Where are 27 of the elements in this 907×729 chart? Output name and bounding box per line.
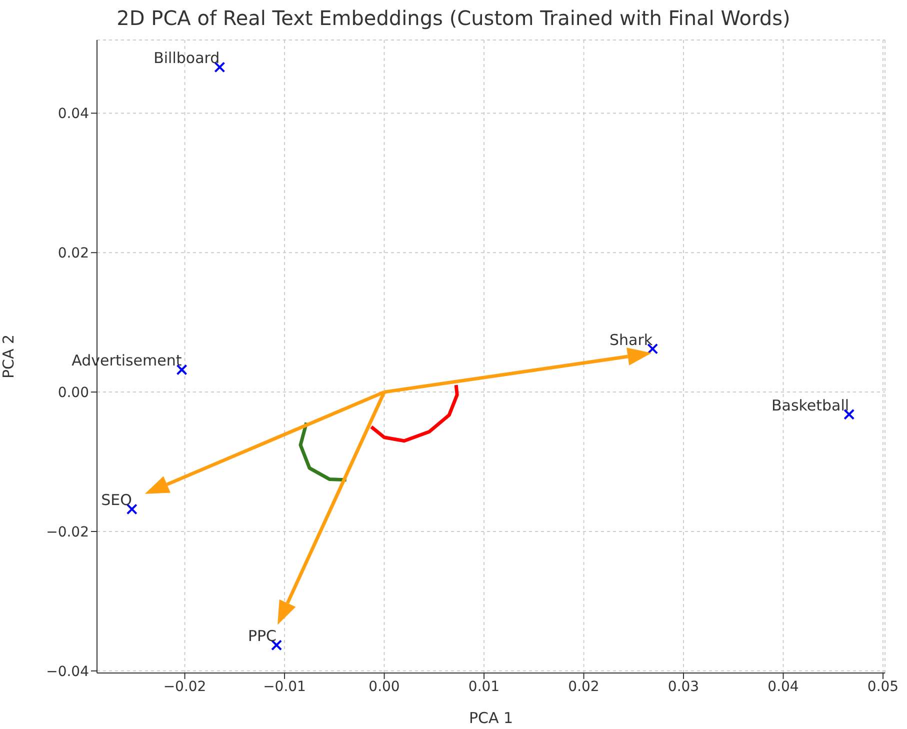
x-tick-label: 0.03 <box>668 678 700 695</box>
y-tick-label: −0.04 <box>46 664 90 680</box>
annotation: Billboard <box>154 49 220 68</box>
chart-title: 2D PCA of Real Text Embeddings (Custom Trained with Final Words) <box>116 6 792 30</box>
y-tick-label: −0.02 <box>46 524 89 540</box>
point <box>126 504 138 515</box>
x-tick-label: −0.02 <box>163 678 206 695</box>
annotation: Basketball <box>771 396 850 414</box>
x-tick-label: 0.04 <box>768 678 799 695</box>
x-tick-label: 0.00 <box>368 678 400 695</box>
y-tick-label: 0.00 <box>58 385 89 402</box>
x-tick-label: 0.02 <box>568 678 600 695</box>
annotation: SEO <box>101 491 132 510</box>
point <box>214 62 226 73</box>
point <box>271 640 282 651</box>
annotation: PPC <box>248 627 277 646</box>
line-series <box>298 420 348 482</box>
annotation: Shark <box>610 330 653 349</box>
x-tick-label: 0.05 <box>867 678 899 695</box>
line-series <box>370 383 459 443</box>
x-tick-label: −0.01 <box>263 678 306 695</box>
x-axis-title: PCA 1 <box>468 709 514 727</box>
y-axis-title: PCA 2 <box>0 334 18 379</box>
point <box>176 364 188 376</box>
x-tick-label: 0.01 <box>468 678 500 695</box>
y-tick-label: 0.04 <box>58 106 90 122</box>
y-tick-label: 0.02 <box>58 246 89 262</box>
